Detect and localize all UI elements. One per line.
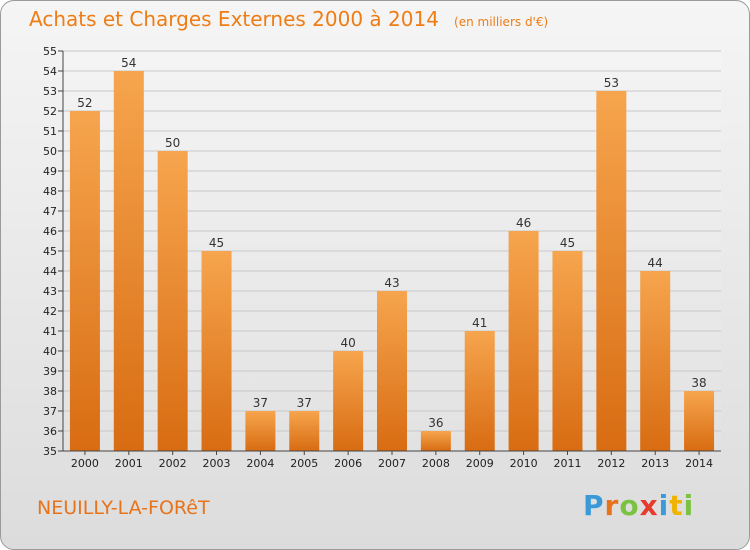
bar <box>289 411 320 451</box>
bar <box>333 351 364 451</box>
x-tick-label: 2003 <box>203 457 231 470</box>
y-tick-label: 42 <box>43 305 57 318</box>
data-label: 46 <box>516 216 531 230</box>
data-label: 37 <box>297 396 312 410</box>
logo-letter: i <box>683 489 695 522</box>
x-tick-label: 2000 <box>71 457 99 470</box>
y-tick-label: 47 <box>43 205 57 218</box>
x-tick-label: 2010 <box>510 457 538 470</box>
data-label: 44 <box>648 256 663 270</box>
y-tick-label: 35 <box>43 445 57 458</box>
x-tick-label: 2002 <box>159 457 187 470</box>
x-tick-label: 2012 <box>597 457 625 470</box>
x-tick-label: 2009 <box>466 457 494 470</box>
logo-letter: x <box>639 489 659 522</box>
y-tick-label: 45 <box>43 245 57 258</box>
y-tick-label: 49 <box>43 165 57 178</box>
x-tick-label: 2008 <box>422 457 450 470</box>
logo-letter: o <box>619 489 640 522</box>
data-label: 45 <box>560 236 575 250</box>
bar <box>157 151 188 451</box>
logo-letter: t <box>669 489 684 522</box>
data-label: 38 <box>691 376 706 390</box>
data-label: 54 <box>121 56 136 70</box>
bar <box>684 391 715 451</box>
y-tick-label: 55 <box>43 45 57 58</box>
bar <box>69 111 100 451</box>
logo-letter: P <box>583 489 605 522</box>
bar <box>596 91 627 451</box>
data-label: 40 <box>340 336 355 350</box>
x-tick-label: 2001 <box>115 457 143 470</box>
y-tick-label: 51 <box>43 125 57 138</box>
y-tick-label: 52 <box>43 105 57 118</box>
proxiti-logo: Proxiti <box>583 489 694 522</box>
bar <box>113 71 144 451</box>
x-tick-label: 2006 <box>334 457 362 470</box>
chart-title: Achats et Charges Externes 2000 à 2014 (… <box>29 7 548 31</box>
x-tick-label: 2014 <box>685 457 713 470</box>
y-tick-label: 36 <box>43 425 57 438</box>
data-label: 37 <box>253 396 268 410</box>
bar <box>201 251 232 451</box>
chart-title-text: Achats et Charges Externes 2000 à 2014 <box>29 7 439 31</box>
bar <box>640 271 671 451</box>
bar <box>420 431 451 451</box>
bar <box>377 291 407 451</box>
logo-letter: r <box>604 489 620 522</box>
data-label: 50 <box>165 136 180 150</box>
y-tick-label: 37 <box>43 405 57 418</box>
x-tick-label: 2004 <box>246 457 274 470</box>
data-label: 43 <box>384 276 399 290</box>
chart-unit: (en milliers d'€) <box>454 15 549 29</box>
y-tick-label: 41 <box>43 325 57 338</box>
bar <box>464 331 495 451</box>
x-tick-label: 2013 <box>641 457 669 470</box>
bar <box>245 411 276 451</box>
x-tick-label: 2005 <box>290 457 318 470</box>
bar <box>508 231 539 451</box>
y-tick-label: 40 <box>43 345 57 358</box>
data-label: 52 <box>77 96 92 110</box>
logo-letter: i <box>658 489 670 522</box>
data-label: 41 <box>472 316 487 330</box>
y-tick-label: 38 <box>43 385 57 398</box>
commune-name: NEUILLY-LA-FORêT <box>37 497 210 519</box>
data-label: 36 <box>428 416 443 430</box>
y-tick-label: 44 <box>43 265 57 278</box>
data-label: 45 <box>209 236 224 250</box>
y-tick-label: 43 <box>43 285 57 298</box>
data-label: 53 <box>604 76 619 90</box>
y-tick-label: 39 <box>43 365 57 378</box>
x-tick-label: 2011 <box>553 457 581 470</box>
bar <box>552 251 583 451</box>
y-tick-label: 48 <box>43 185 57 198</box>
y-tick-label: 53 <box>43 85 57 98</box>
y-tick-label: 50 <box>43 145 57 158</box>
y-tick-label: 54 <box>43 65 57 78</box>
y-tick-label: 46 <box>43 225 57 238</box>
x-tick-label: 2007 <box>378 457 406 470</box>
